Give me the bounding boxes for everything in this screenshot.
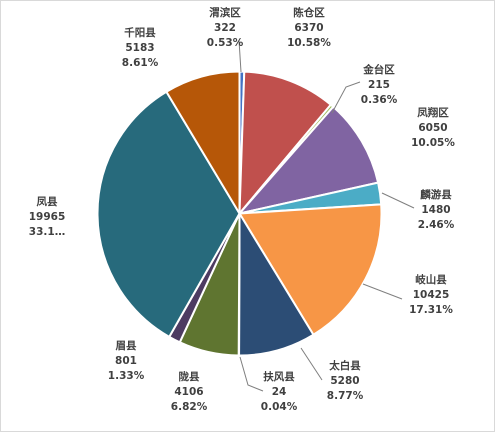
data-label-8-pct: 0.04%	[261, 401, 298, 413]
data-label-3: 金台区 215 0.36%	[361, 63, 398, 106]
data-label-7-pct: 8.77%	[327, 390, 364, 402]
data-label-4-name: 凤翔区	[417, 106, 449, 119]
data-label-7: 太白县 5280 8.77%	[327, 359, 364, 402]
data-label-8-name: 扶风县	[263, 370, 295, 383]
data-label-7-value: 5280	[330, 375, 359, 387]
data-label-1-value: 322	[214, 22, 236, 34]
data-label-11-pct: 33.1…	[29, 226, 65, 238]
data-label-2-value: 6370	[294, 22, 323, 34]
data-label-1-pct: 0.53%	[207, 37, 244, 49]
data-label-8-value: 24	[272, 386, 287, 398]
leader-line-3	[331, 81, 361, 114]
leader-line-6	[362, 283, 403, 300]
data-labels: 渭滨区 322 0.53% 陈仓区 6370 10.58% 金台区 215 0.36% 凤翔区 60…	[29, 6, 456, 413]
data-label-3-value: 215	[368, 79, 390, 91]
leader-lines	[238, 39, 415, 392]
data-label-9: 陇县 4106 6.82%	[171, 370, 208, 413]
pie-slice-12	[165, 70, 241, 215]
data-label-11-name: 凤县	[37, 196, 58, 208]
data-label-1: 渭滨区 322 0.53%	[207, 6, 244, 49]
data-label-5: 麟游县 1480 2.46%	[418, 188, 455, 231]
data-label-5-value: 1480	[421, 204, 450, 216]
data-label-9-value: 4106	[174, 386, 203, 398]
pie-slice-6	[238, 203, 383, 336]
data-label-10: 眉县 801 1.33%	[108, 340, 145, 382]
pie-slice-2	[238, 70, 332, 215]
data-label-12-value: 5183	[125, 42, 154, 54]
data-label-2-pct: 10.58%	[287, 37, 331, 49]
data-label-7-name: 太白县	[328, 359, 361, 372]
data-label-6: 岐山县 10425 17.31%	[409, 273, 453, 316]
leader-line-8	[239, 356, 264, 392]
data-label-4-value: 6050	[418, 122, 447, 134]
data-label-1-name: 渭滨区	[209, 6, 241, 19]
data-label-3-name: 金台区	[362, 63, 395, 76]
pie-slices	[96, 70, 383, 357]
data-label-2-name: 陈仓区	[293, 6, 325, 19]
pie-slice-11	[96, 90, 241, 338]
data-label-4: 凤翔区 6050 10.05%	[411, 106, 455, 149]
data-label-4-pct: 10.05%	[411, 137, 455, 149]
data-label-10-value: 801	[115, 355, 137, 367]
data-label-9-name: 陇县	[179, 370, 200, 383]
leader-line-1	[238, 39, 242, 73]
data-label-11-value: 19965	[29, 211, 66, 223]
data-label-12-name: 千阳县	[124, 26, 156, 39]
data-label-9-pct: 6.82%	[171, 401, 208, 413]
pie-slice-4	[238, 105, 380, 215]
data-label-6-name: 岐山县	[415, 273, 447, 286]
data-label-2: 陈仓区 6370 10.58%	[287, 6, 331, 49]
data-label-10-name: 眉县	[116, 340, 137, 352]
data-label-5-pct: 2.46%	[418, 219, 455, 231]
data-label-11: 凤县 19965 33.1…	[29, 196, 66, 238]
data-label-3-pct: 0.36%	[361, 94, 398, 106]
data-label-6-pct: 17.31%	[409, 304, 453, 316]
data-label-8: 扶风县 24 0.04%	[261, 370, 298, 413]
leader-line-5	[381, 192, 415, 209]
leader-line-7	[300, 347, 323, 381]
data-label-12: 千阳县 5183 8.61%	[122, 26, 159, 69]
data-label-10-pct: 1.33%	[108, 370, 145, 382]
data-label-12-pct: 8.61%	[122, 57, 159, 69]
data-label-6-value: 10425	[413, 289, 450, 301]
data-label-5-name: 麟游县	[420, 188, 452, 201]
